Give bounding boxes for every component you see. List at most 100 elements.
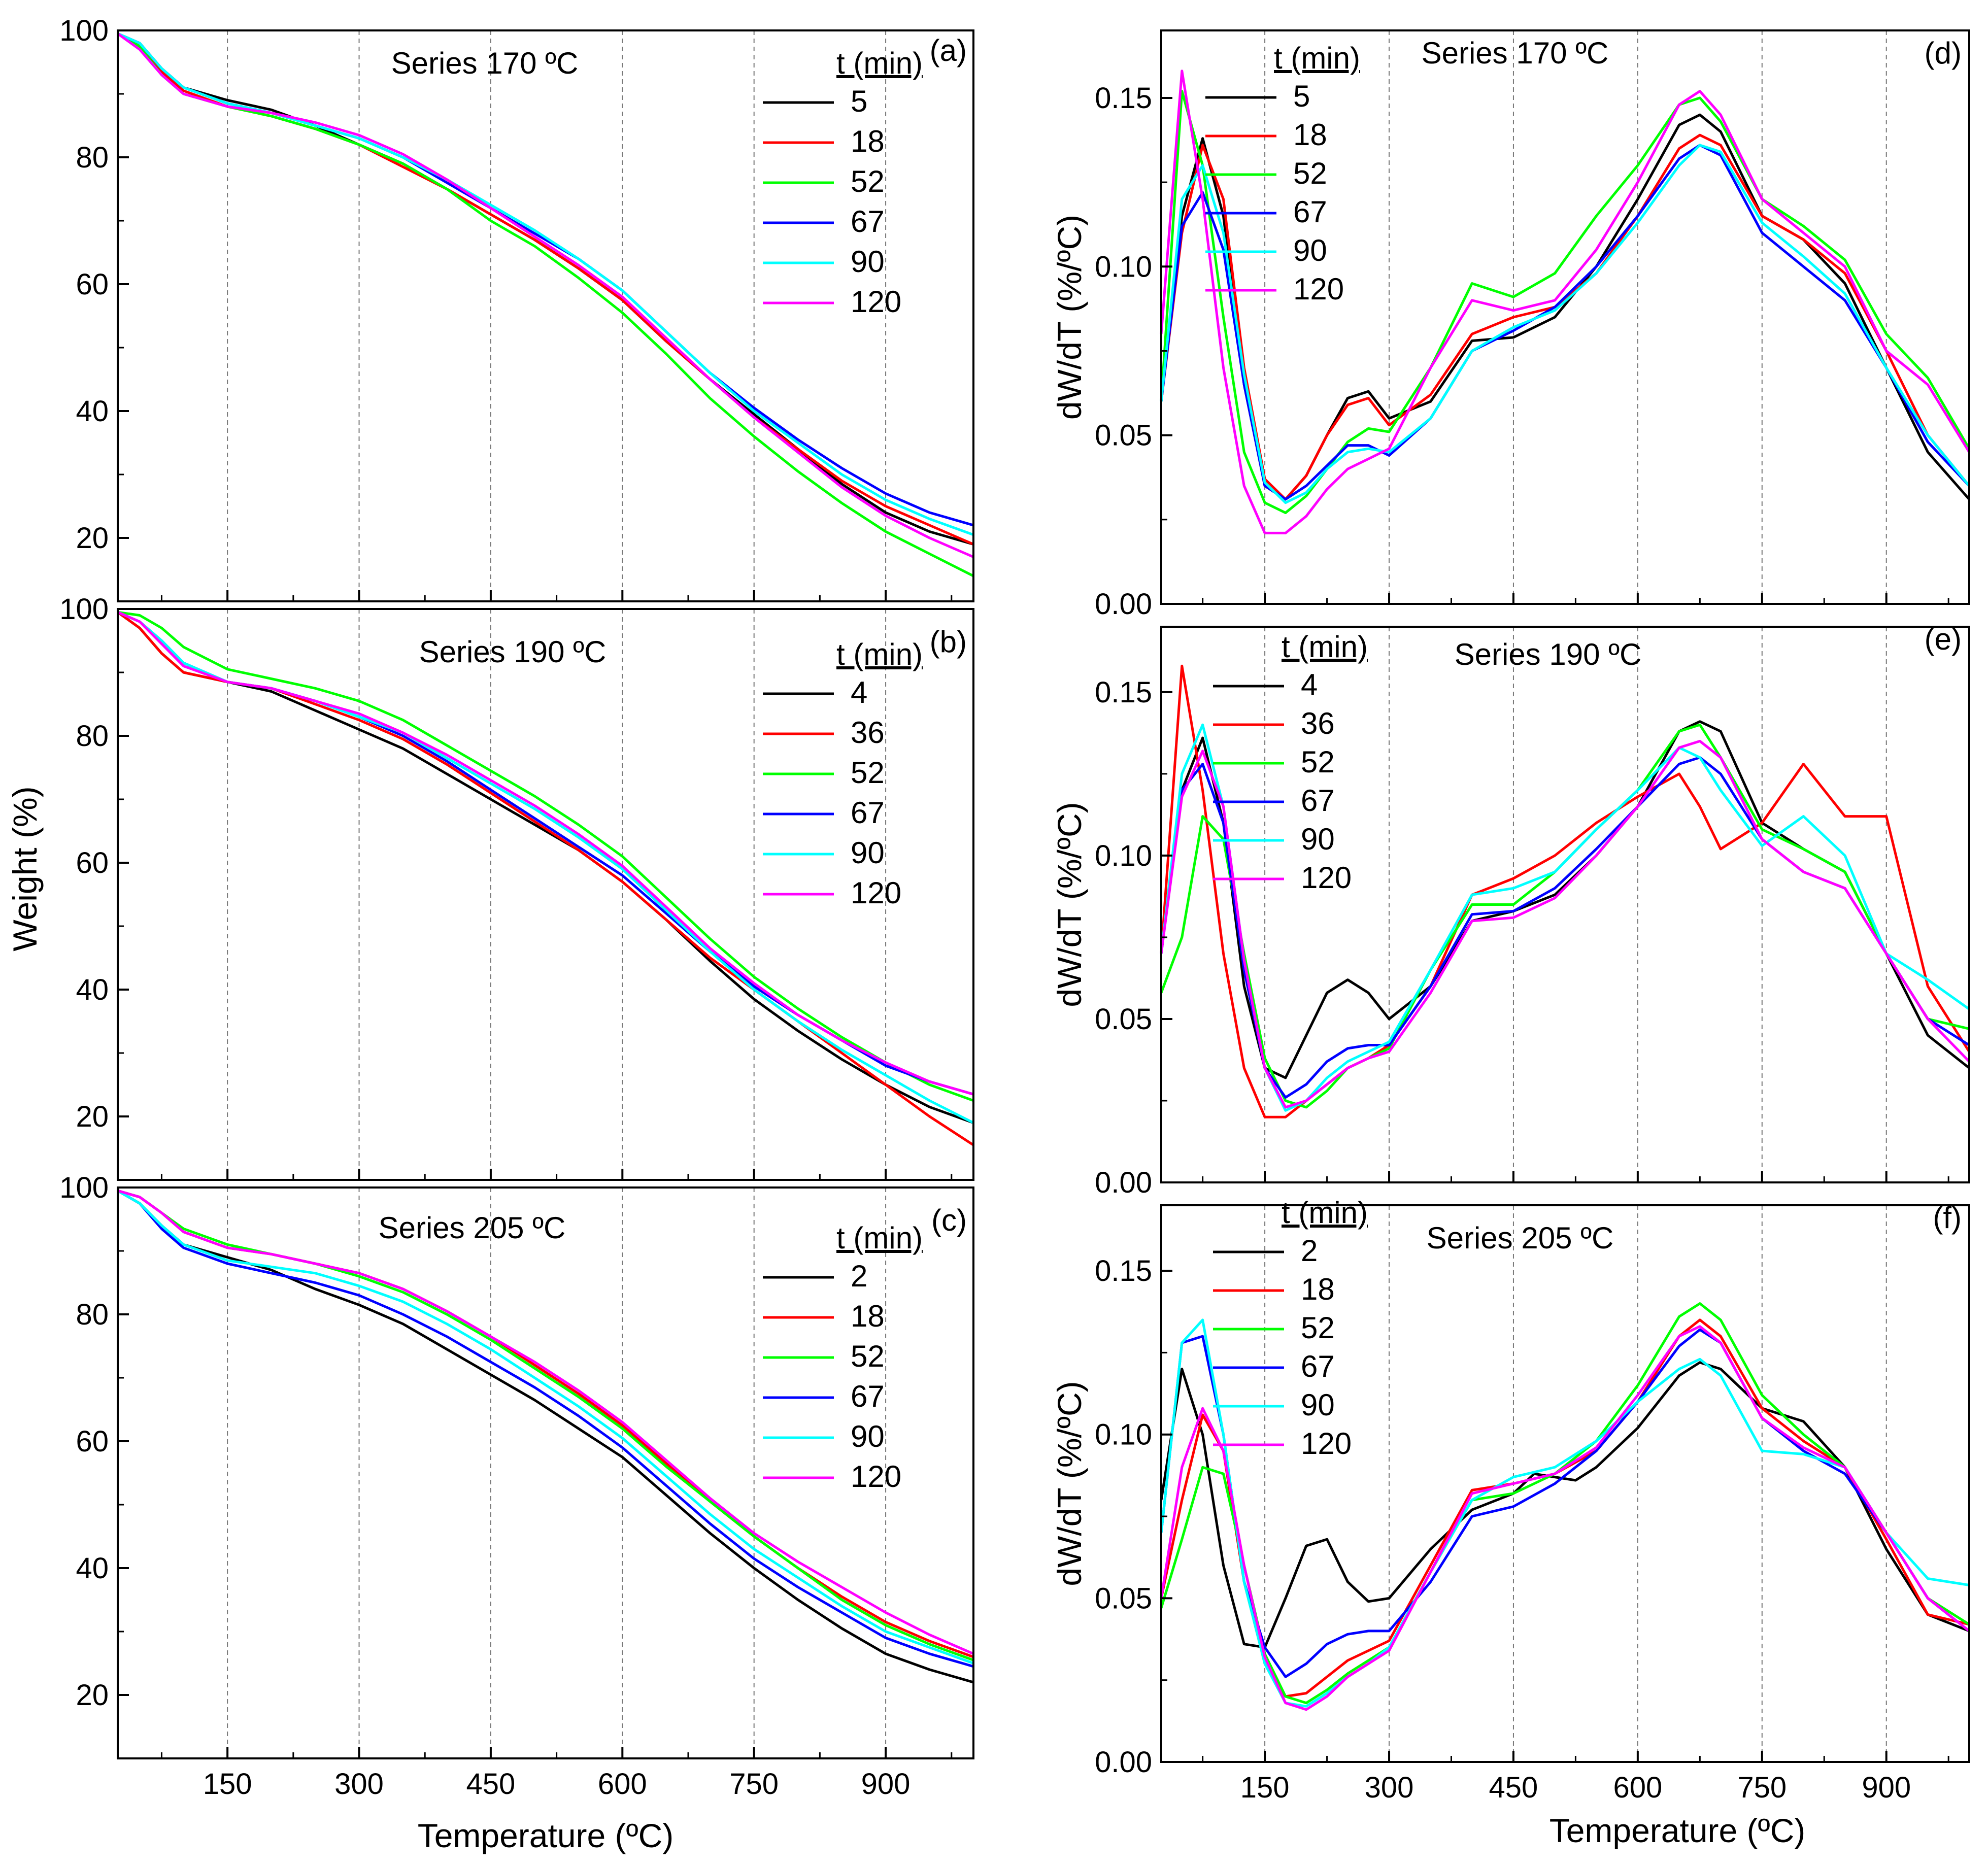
- legend-label: 5: [1293, 79, 1310, 113]
- legend-label: 120: [851, 876, 901, 910]
- series-line-2: [117, 1190, 974, 1684]
- y-tick-label: 0.00: [1095, 1166, 1152, 1199]
- legend-label: 67: [1301, 1349, 1335, 1383]
- plot-frame: [1160, 626, 1970, 1183]
- legend-label: 18: [851, 124, 885, 158]
- plot-frame: [117, 1186, 974, 1759]
- legend-label: 2: [1301, 1234, 1318, 1268]
- x-tick-label: 450: [1489, 1771, 1538, 1804]
- plot-frame: [1160, 29, 1970, 605]
- legend-label: 90: [851, 245, 885, 279]
- weight-axis-title: Weight (%): [6, 786, 44, 951]
- legend-label: 4: [1301, 668, 1318, 702]
- legend: t (min) 4 36 52 67 90 120: [1213, 630, 1368, 895]
- panel-tag: (a): [930, 33, 967, 67]
- series-line-18: [117, 1189, 974, 1658]
- legend: t (min) 2 18 52 67 90 120: [1213, 1196, 1368, 1461]
- series-line-36: [117, 611, 974, 1146]
- series-line-67: [1160, 1328, 1970, 1678]
- y-tick-label: 20: [76, 1679, 109, 1712]
- panel-a: 20 40 60 80 100 Series 170 ºC (a)t (min) 5 18 52 6…: [59, 14, 974, 602]
- series-line-67: [1160, 756, 1970, 1099]
- y-axis-title: dW/dT (%/ºC): [1051, 215, 1088, 420]
- y-tick-label: 20: [76, 1100, 109, 1133]
- legend: t (min) 5 18 52 67 90 120: [1205, 41, 1360, 306]
- right-x-axis-title: Temperature (ºC): [1549, 1812, 1806, 1849]
- series-line-120: [117, 611, 974, 1096]
- y-axis-title: dW/dT (%/ºC): [1051, 1381, 1088, 1586]
- y-tick-label: 80: [76, 720, 109, 753]
- x-tick-label: 150: [203, 1768, 252, 1801]
- y-tick-label: 0.15: [1095, 1254, 1152, 1287]
- y-tick-label: 80: [76, 1298, 109, 1331]
- series-line-18: [117, 32, 974, 546]
- legend-title: t (min): [836, 1221, 923, 1255]
- legend-title: t (min): [1282, 1196, 1368, 1230]
- legend-label: 18: [851, 1299, 885, 1333]
- legend-label: 52: [851, 1339, 885, 1373]
- y-tick-label: 0.05: [1095, 1582, 1152, 1615]
- legend-label: 18: [1301, 1272, 1335, 1306]
- legend-label: 90: [851, 836, 885, 870]
- y-tick-label: 40: [76, 973, 109, 1006]
- legend-label: 18: [1293, 118, 1327, 152]
- series-line-52: [117, 32, 974, 578]
- panel-tag: (d): [1925, 36, 1962, 70]
- panel-tag: (b): [930, 625, 967, 659]
- x-tick-label: 750: [729, 1768, 779, 1801]
- y-tick-label: 0.05: [1095, 419, 1152, 452]
- x-tick-label: 600: [598, 1768, 647, 1801]
- series-line-52: [117, 610, 974, 1102]
- legend-title: t (min): [836, 46, 923, 80]
- legend-label: 52: [851, 164, 885, 198]
- y-tick-label: 0.00: [1095, 1746, 1152, 1779]
- series-line-90: [117, 611, 974, 1124]
- panel-tag: (f): [1933, 1201, 1962, 1235]
- legend: t (min) 2 18 52 67 90 120: [763, 1221, 923, 1494]
- series-line-4: [1160, 720, 1970, 1079]
- y-tick-label: 60: [76, 846, 109, 879]
- y-tick-label: 0.15: [1095, 82, 1152, 115]
- plot-frame: [117, 29, 974, 602]
- series-line-67: [1160, 144, 1970, 501]
- series-line-18: [1160, 1318, 1970, 1698]
- series-line-120: [117, 1189, 974, 1655]
- legend-title: t (min): [1282, 630, 1368, 664]
- x-tick-label: 900: [861, 1768, 911, 1801]
- x-tick-label: 450: [466, 1768, 516, 1801]
- legend: t (min) 4 36 52 67 90 120: [763, 637, 923, 910]
- series-line-120: [1160, 70, 1971, 534]
- legend-label: 67: [851, 796, 885, 830]
- x-tick-label: 300: [1365, 1771, 1414, 1804]
- panel-tag: (c): [931, 1203, 967, 1237]
- y-tick-label: 100: [59, 14, 109, 47]
- series-line-4: [117, 611, 974, 1124]
- panel-f: 150 300 450 600 750 900 0.00 0.05 0.10 0.15 dW/dT …: [1051, 1196, 1970, 1804]
- x-tick-label: 150: [1240, 1771, 1290, 1804]
- y-tick-label: 20: [76, 522, 109, 555]
- plot-frame: [1160, 1204, 1970, 1763]
- panel-d: 0.00 0.05 0.10 0.15 dW/dT (%/ºC) Series 170 º…: [1051, 29, 1971, 621]
- y-tick-label: 80: [76, 141, 109, 174]
- y-tick-label: 100: [59, 593, 109, 626]
- y-tick-label: 100: [59, 1171, 109, 1204]
- series-title: Series 205 ºC: [379, 1211, 566, 1245]
- x-tick-label: 750: [1737, 1771, 1787, 1804]
- series-line-90: [1160, 723, 1970, 1112]
- legend-label: 36: [1301, 706, 1335, 740]
- legend-label: 67: [1293, 195, 1327, 229]
- y-tick-label: 0.15: [1095, 676, 1152, 709]
- legend-label: 90: [1301, 1388, 1335, 1422]
- x-tick-label: 600: [1613, 1771, 1662, 1804]
- y-tick-label: 60: [76, 1425, 109, 1458]
- series-line-90: [1160, 144, 1970, 504]
- legend-label: 4: [851, 675, 867, 709]
- legend: t (min) 5 18 52 67 90 120: [763, 46, 923, 319]
- y-tick-label: 0.10: [1095, 250, 1152, 283]
- y-tick-label: 40: [76, 395, 109, 428]
- legend-label: 67: [1301, 784, 1335, 818]
- legend-label: 90: [851, 1419, 885, 1453]
- legend-label: 52: [851, 756, 885, 790]
- legend-label: 52: [1301, 1311, 1335, 1345]
